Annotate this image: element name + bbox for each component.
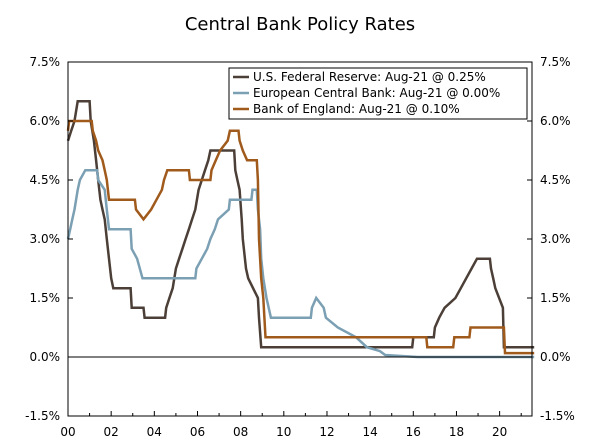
- y-tick-label-left-0: 7.5%: [30, 55, 61, 69]
- x-tick-label-10: 20: [492, 425, 507, 439]
- series-layer: [66, 100, 535, 359]
- y-tick-label-right-0: 7.5%: [540, 55, 571, 69]
- legend-label-0: U.S. Federal Reserve: Aug-21 @ 0.25%: [253, 70, 486, 84]
- series-line-0: [66, 100, 535, 349]
- y-tick-label-right-4: 1.5%: [540, 291, 571, 305]
- x-tick-label-5: 10: [276, 425, 291, 439]
- x-tick-label-3: 06: [190, 425, 205, 439]
- x-tick-label-0: 00: [60, 425, 75, 439]
- x-tick-label-8: 16: [406, 425, 421, 439]
- y-tick-label-right-5: 0.0%: [540, 350, 571, 364]
- series-line-1: [66, 168, 535, 359]
- y-tick-label-right-6: -1.5%: [540, 409, 575, 423]
- x-tick-label-4: 08: [233, 425, 248, 439]
- y-tick-label-left-6: -1.5%: [25, 409, 60, 423]
- legend-label-2: Bank of England: Aug-21 @ 0.10%: [253, 102, 460, 116]
- y-tick-label-right-3: 3.0%: [540, 232, 571, 246]
- series-line-2: [66, 119, 535, 355]
- chart-title: Central Bank Policy Rates: [185, 14, 415, 35]
- x-tick-label-2: 04: [147, 425, 162, 439]
- x-tick-label-6: 12: [319, 425, 334, 439]
- x-tick-label-7: 14: [362, 425, 377, 439]
- y-tick-label-right-2: 4.5%: [540, 173, 571, 187]
- y-tick-label-left-4: 1.5%: [30, 291, 61, 305]
- y-tick-label-right-1: 6.0%: [540, 114, 571, 128]
- legend-box: [228, 67, 528, 120]
- x-tick-label-1: 02: [104, 425, 119, 439]
- y-tick-label-left-5: 0.0%: [30, 350, 61, 364]
- ticks: 7.5% 7.5% 6.0% 6.0% 4.5% 4.5% 3.0% 3.0% 1.5% 1.5%…: [25, 55, 575, 439]
- x-tick-label-9: 18: [449, 425, 464, 439]
- y-tick-label-left-2: 4.5%: [30, 173, 61, 187]
- legend: U.S. Federal Reserve: Aug-21 @ 0.25% Euro…: [228, 67, 528, 120]
- y-tick-label-left-1: 6.0%: [30, 114, 61, 128]
- legend-label-1: European Central Bank: Aug-21 @ 0.00%: [253, 86, 500, 100]
- y-tick-label-left-3: 3.0%: [30, 232, 61, 246]
